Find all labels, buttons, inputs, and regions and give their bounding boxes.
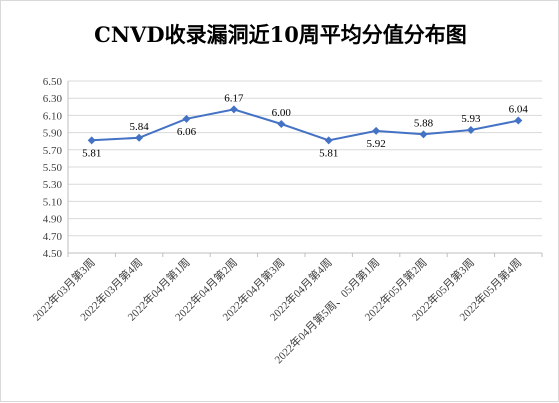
y-tick-label: 4.50 [43,248,63,260]
data-point [277,120,286,128]
y-tick-label: 5.50 [43,162,63,174]
data-label: 6.00 [272,107,292,119]
data-label: 6.04 [509,104,529,116]
y-axis-ticks: 4.50 4.70 4.90 5.10 5.30 5.50 5.70 5.90 6.10 6.30… [43,76,63,260]
y-tick-label: 6.50 [43,76,63,88]
data-label: 5.93 [461,113,481,125]
series-line-layer [91,108,519,142]
data-point [466,126,475,135]
data-point [182,114,191,123]
data-labels: 5.81 5.84 6.06 6.17 6.00 5.81 5.92 5.88 5.93 6.04 [82,92,528,159]
y-tick-label: 6.30 [43,93,63,105]
data-point [419,130,428,139]
data-point [514,116,523,125]
data-label: 5.81 [82,147,101,159]
data-point [324,136,333,145]
data-label: 6.17 [224,92,244,104]
y-tick-label: 5.30 [43,179,63,191]
data-point [135,133,144,142]
data-label: 5.88 [414,117,434,129]
data-label: 6.06 [177,126,197,138]
data-point [229,105,238,114]
y-tick-label: 6.10 [43,110,63,122]
data-label: 5.92 [366,138,385,150]
markers [87,105,523,145]
axes [67,81,543,257]
y-tick-label: 4.90 [43,214,63,226]
chart-title: CNVD收录漏洞近10周平均分值分布图 [94,22,467,47]
y-tick-label: 5.90 [43,128,63,140]
data-point [372,126,381,135]
y-tick-label: 5.70 [43,145,63,157]
y-tick-label: 5.10 [43,196,63,208]
y-tick-label: 4.70 [43,231,63,243]
data-label: 5.81 [319,147,338,159]
series-line [91,108,519,142]
grid-lines [68,80,542,237]
data-point [87,136,96,145]
data-label: 5.84 [129,121,149,133]
x-axis-ticks: 2022年03月第3周2022年03月第4周2022年04月第1周2022年04… [30,255,525,366]
